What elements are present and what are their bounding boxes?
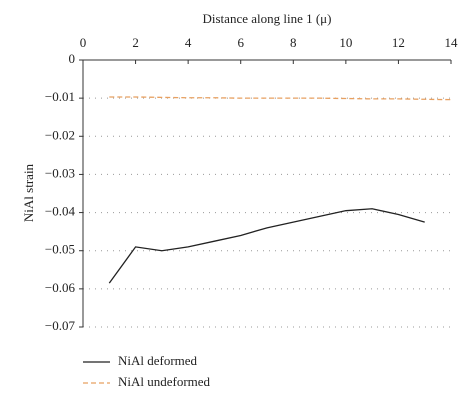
legend-label: NiAl undeformed <box>118 374 211 389</box>
y-tick-label: −0.04 <box>45 204 76 219</box>
data-line <box>108 208 425 284</box>
x-tick-label: 0 <box>80 35 87 50</box>
y-axis-title: NiAl strain <box>21 163 36 222</box>
y-tick-label: 0 <box>69 51 76 66</box>
x-tick-label: 2 <box>132 35 139 50</box>
x-tick-label: 10 <box>339 35 352 50</box>
x-tick-label: 6 <box>237 35 244 50</box>
y-tick-label: −0.07 <box>45 318 76 333</box>
data-line <box>109 96 452 101</box>
x-tick-label: 8 <box>290 35 297 50</box>
y-tick-label: −0.01 <box>45 89 75 104</box>
x-tick-label: 4 <box>185 35 192 50</box>
y-tick-label: −0.06 <box>45 280 76 295</box>
x-tick-label: 12 <box>392 35 405 50</box>
x-axis-title: Distance along line 1 (μ) <box>203 11 332 26</box>
y-tick-label: −0.03 <box>45 165 75 180</box>
y-tick-label: −0.02 <box>45 127 75 142</box>
x-tick-label: 14 <box>445 35 459 50</box>
y-tick-label: −0.05 <box>45 242 75 257</box>
legend-label: NiAl deformed <box>118 353 198 368</box>
